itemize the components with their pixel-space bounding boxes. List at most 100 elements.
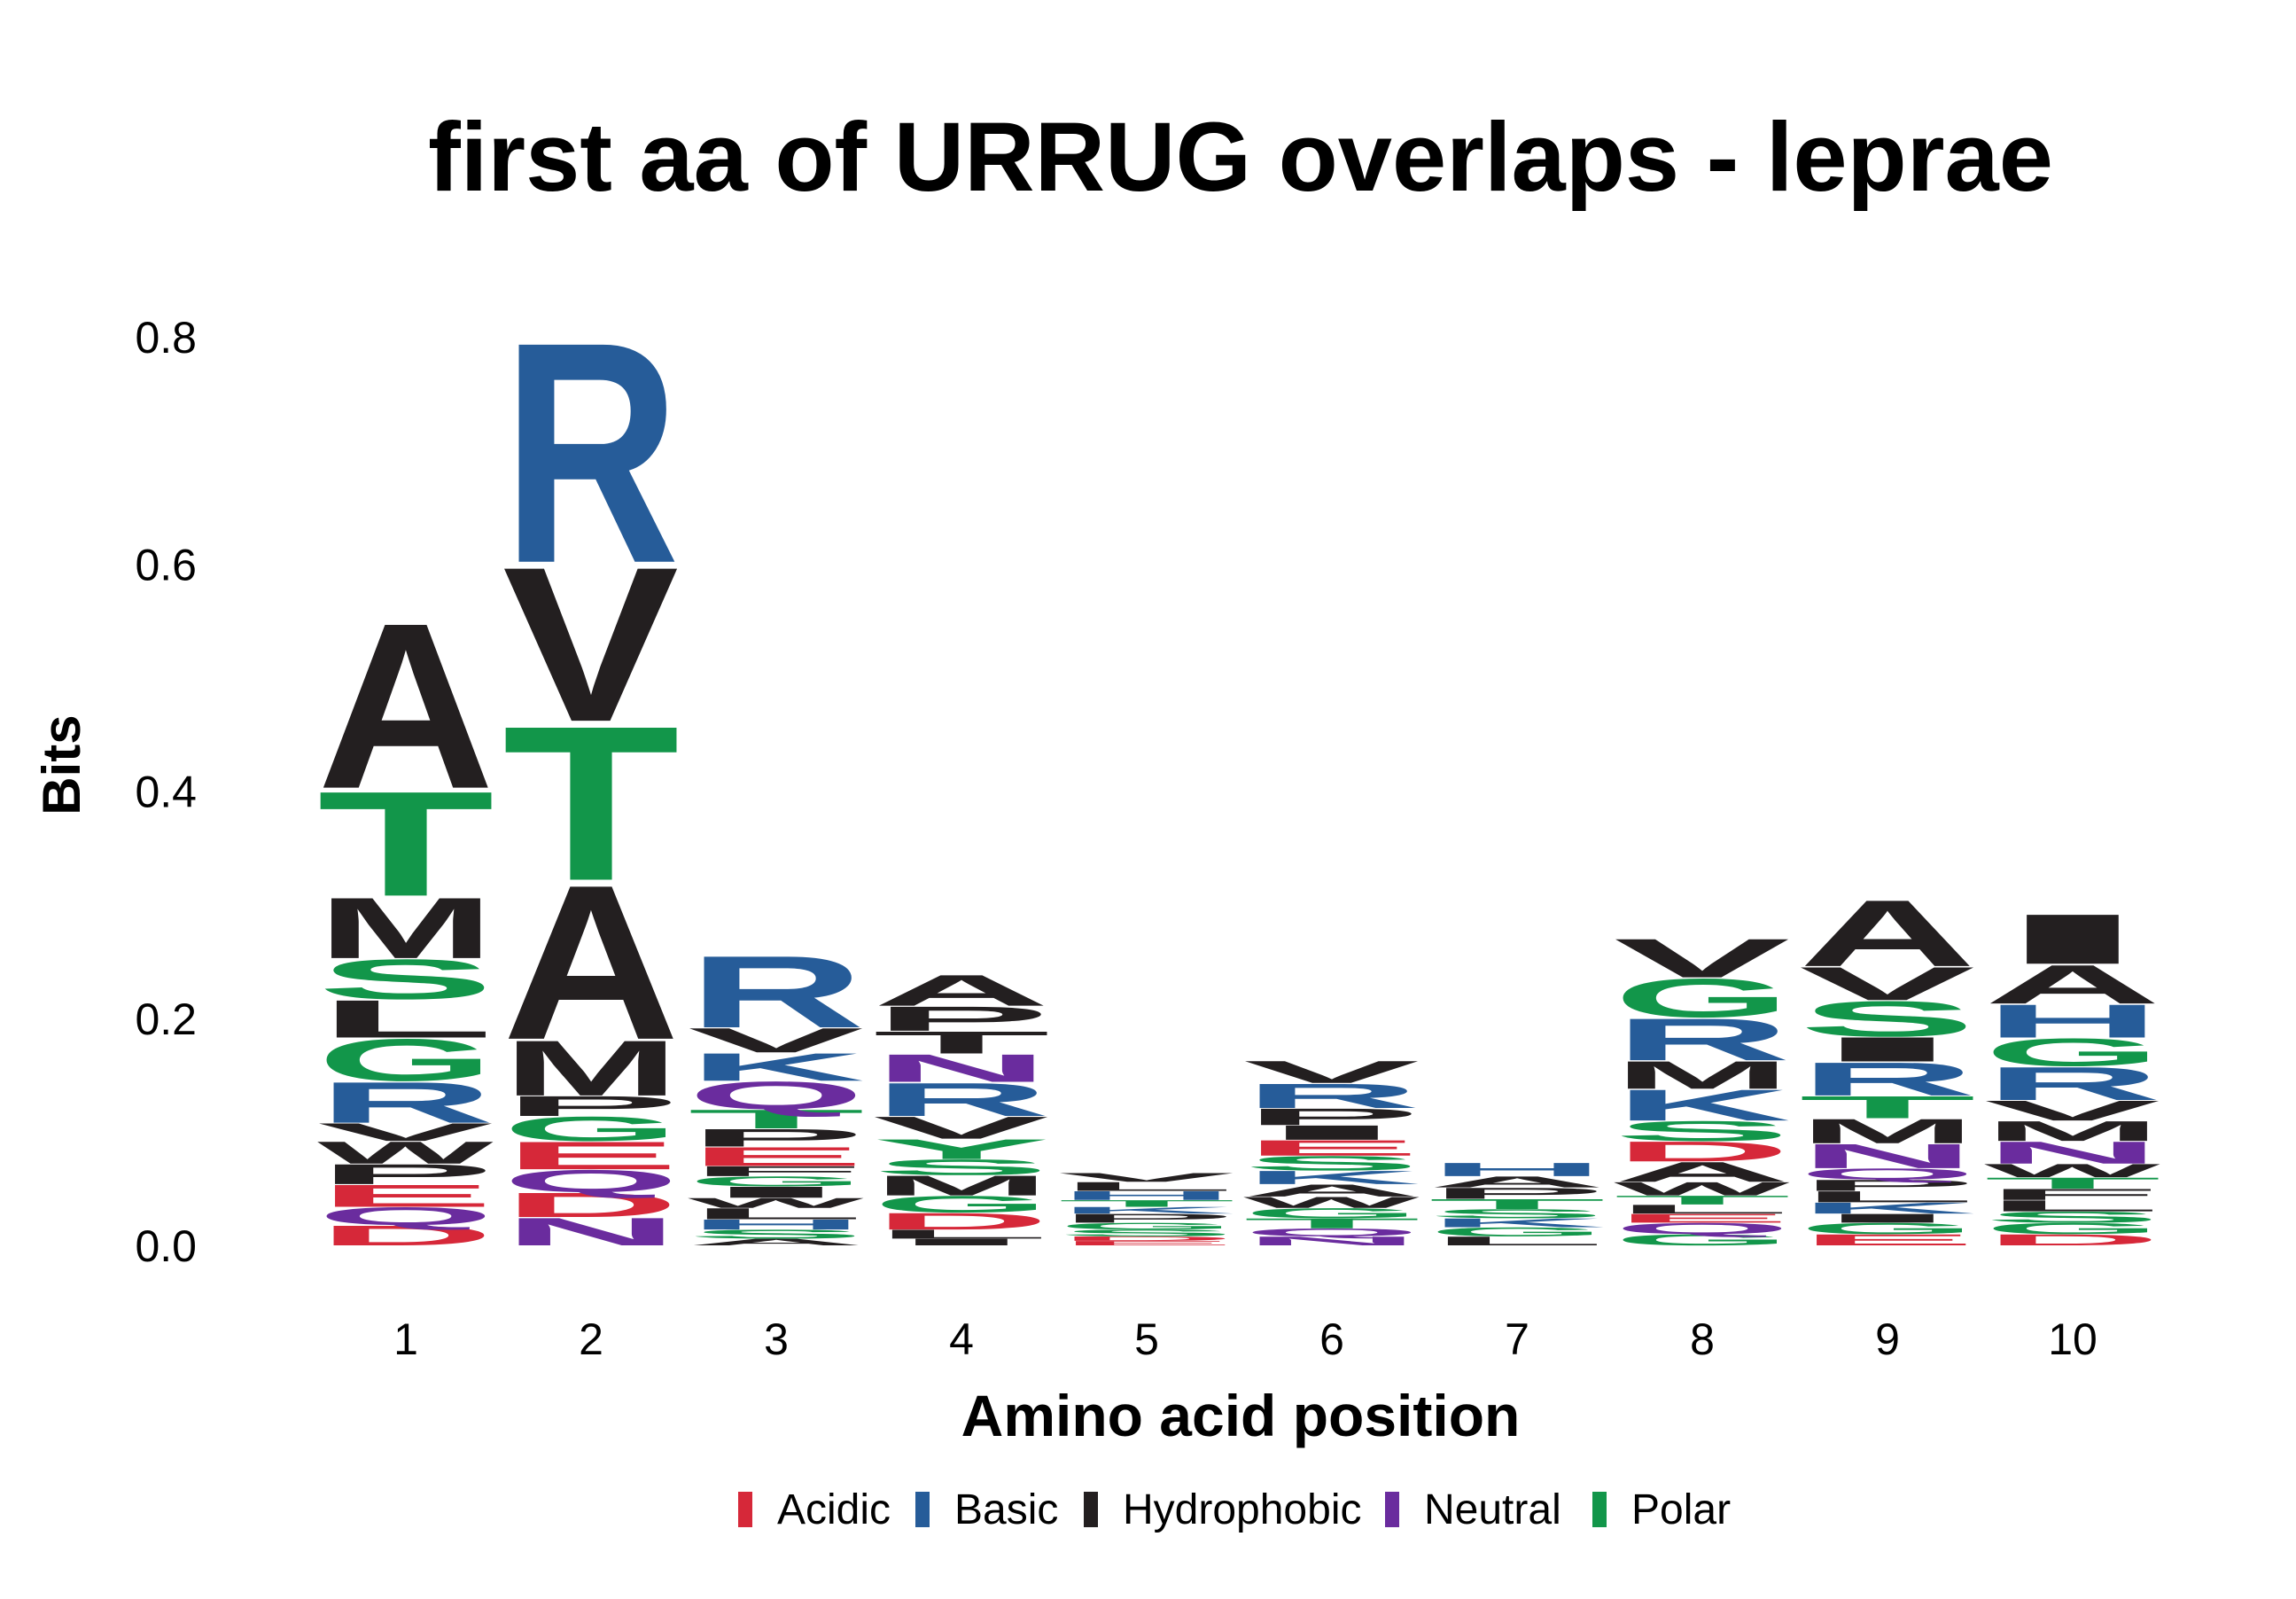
logo-letter: T: [1984, 1174, 2161, 1192]
logo-letter: A: [1614, 1156, 1791, 1188]
logo-letter: A: [502, 839, 680, 1086]
logo-letter: T: [1058, 1198, 1235, 1209]
logo-letter: E: [317, 1178, 494, 1213]
logo-letter: F: [688, 1163, 865, 1179]
logo-letter: A: [1428, 1174, 1606, 1191]
logo-letter: I: [1799, 1211, 1976, 1225]
logo-stacks: DQEPWVRGLSMTANDQEGPMATVRASHLWIGFEPTQKVRI…: [317, 276, 2161, 1254]
logo-letter: E: [1799, 1231, 1976, 1249]
legend-label: Hydrophobic: [1123, 1486, 1361, 1533]
x-tick-label: 10: [2048, 1314, 2098, 1364]
logo-letter: T: [688, 1104, 865, 1135]
logo-letter: W: [1614, 1178, 1791, 1199]
logo-letter: G: [1799, 1220, 1976, 1237]
x-tick-label: 4: [949, 1314, 974, 1364]
logo-letter: P: [1799, 1176, 1976, 1194]
logo-letter: Q: [1614, 1220, 1791, 1237]
x-tick-label: 6: [1319, 1314, 1344, 1364]
logo-letter: S: [1243, 1152, 1420, 1175]
logo-letter: S: [873, 1155, 1050, 1180]
logo-letter: G: [1614, 967, 1791, 1029]
x-tick-label: 1: [393, 1314, 418, 1364]
logo-letter: T: [1428, 1197, 1606, 1213]
x-axis-title: Amino acid position: [961, 1383, 1521, 1448]
legend-item: Polar: [1592, 1486, 1731, 1533]
logo-letter: T: [873, 1025, 1050, 1060]
logo-letter: R: [873, 1073, 1050, 1127]
logo-letter: H: [1428, 1158, 1606, 1180]
logo-letter: P: [873, 1000, 1050, 1039]
legend-swatch: [1385, 1492, 1399, 1527]
logo-letter: G: [873, 1191, 1050, 1218]
logo-letter: M: [317, 879, 494, 976]
logo-letter: M: [1984, 1115, 2161, 1147]
logo-letter: I: [688, 1183, 865, 1201]
logo-letter: N: [1243, 1234, 1420, 1248]
logo-letter: V: [1799, 957, 1975, 1010]
logo-letter: A: [1243, 1181, 1420, 1200]
logo-letter: E: [1614, 1211, 1791, 1225]
logo-letter: R: [502, 276, 680, 628]
legend-item: Basic: [915, 1486, 1058, 1533]
logo-letter: I: [873, 1236, 1050, 1247]
x-tick-label: 9: [1875, 1314, 1900, 1364]
x-tick-label: 2: [579, 1314, 603, 1364]
logo-letter: H: [1058, 1189, 1235, 1203]
logo-letter: D: [1058, 1235, 1235, 1242]
logo-letter: S: [1058, 1228, 1235, 1238]
logo-letter: G: [502, 1110, 680, 1149]
legend-swatch: [1592, 1492, 1607, 1527]
y-tick-label: 0.4: [135, 768, 197, 817]
logo-letter: G: [317, 1026, 494, 1094]
logo-letter: S: [1984, 1208, 2161, 1226]
logo-letter: A: [1984, 954, 2161, 1016]
logo-letter: D: [1984, 1231, 2161, 1249]
logo-letter: K: [1428, 1216, 1606, 1230]
logo-letter: M: [873, 1170, 1050, 1202]
logo-letter: R: [688, 934, 865, 1049]
legend-item: Neutral: [1385, 1486, 1561, 1533]
logo-letter: V: [317, 1118, 494, 1146]
logo-letter: K: [1799, 1199, 1976, 1217]
logo-letter: Q: [688, 1073, 865, 1118]
logo-letter: S: [688, 1227, 865, 1241]
logo-letter: T: [317, 760, 494, 928]
logo-letter: Y: [873, 1134, 1050, 1166]
logo-letter: W: [317, 1135, 494, 1170]
logo-letter: D: [317, 1220, 494, 1252]
logo-letter: A: [688, 1236, 865, 1247]
legend-swatch: [738, 1492, 752, 1527]
logo-letter: G: [1984, 1031, 2161, 1075]
logo-letter: E: [1058, 1240, 1235, 1247]
logo-letter: D: [502, 1186, 680, 1225]
logo-letter: L: [1614, 1202, 1791, 1216]
logo-letter: W: [688, 1195, 864, 1211]
logo-letter: L: [1799, 1188, 1976, 1205]
logo-letter: L: [688, 1205, 865, 1222]
logo-letter: N: [502, 1210, 680, 1254]
legend-swatch: [915, 1492, 930, 1527]
legend: Acidic Basic Hydrophobic Neutral Polar: [738, 1486, 1731, 1533]
logo-letter: G: [1428, 1225, 1606, 1239]
logo-letter: S: [1614, 1115, 1791, 1147]
logo-letter: V: [502, 521, 681, 768]
logo-letter: P: [1243, 1104, 1420, 1130]
logo-letter: K: [1058, 1205, 1235, 1215]
logo-letter: S: [1799, 991, 1976, 1048]
legend-item: Hydrophobic: [1084, 1486, 1361, 1533]
logo-letter: T: [1799, 1089, 1976, 1125]
logo-letter: M: [1614, 1053, 1791, 1097]
logo-letter: G: [688, 1174, 865, 1190]
logo-letter: W: [1243, 1194, 1420, 1212]
logo-letter: P: [1058, 1211, 1235, 1225]
logo-letter: T: [1614, 1193, 1791, 1207]
